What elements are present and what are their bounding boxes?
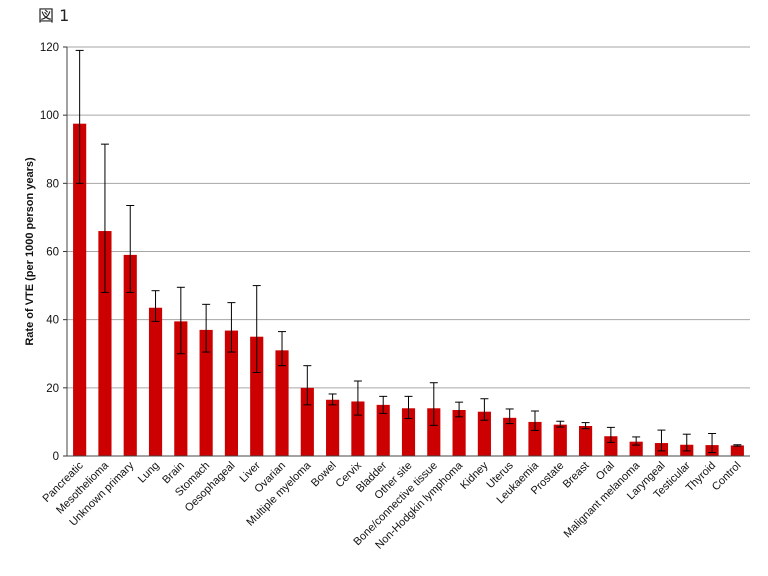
- bar: [224, 330, 239, 456]
- y-tick-label: 100: [40, 110, 59, 122]
- x-category-label: Control: [710, 460, 744, 494]
- y-axis-title: Rate of VTE (per 1000 person years): [24, 157, 36, 346]
- figure-label: 図 1: [38, 6, 70, 25]
- bar: [401, 408, 416, 456]
- y-tick-label: 60: [46, 247, 59, 259]
- bar: [578, 426, 593, 456]
- x-category-label: Kidney: [458, 459, 491, 492]
- y-tick-label: 80: [46, 178, 59, 190]
- bar: [326, 399, 340, 456]
- bar: [427, 408, 441, 456]
- x-category-label: Breast: [561, 460, 592, 491]
- x-category-label: Bowel: [309, 460, 339, 490]
- y-tick-label: 40: [46, 315, 59, 327]
- error-bars: [75, 49, 742, 454]
- bar: [275, 350, 289, 456]
- y-tick-label: 0: [53, 451, 59, 463]
- bar: [730, 445, 744, 456]
- bar: [174, 321, 188, 456]
- bar: [553, 424, 567, 456]
- bar: [123, 254, 137, 456]
- y-tick-labels: 0 20 40 60 80 100 120: [40, 42, 67, 463]
- bar: [452, 409, 466, 456]
- bar: [477, 411, 491, 456]
- bar: [73, 123, 87, 456]
- bars: [73, 123, 744, 456]
- bar: [503, 417, 517, 456]
- bar: [250, 336, 264, 456]
- bar: [98, 231, 112, 456]
- y-tick-label: 20: [46, 383, 59, 395]
- x-category-label: Lung: [136, 460, 162, 486]
- axes: [66, 47, 750, 457]
- gridlines: [67, 46, 750, 389]
- bar: [148, 307, 163, 456]
- bar: [604, 436, 618, 456]
- bar: [376, 404, 390, 456]
- y-tick-label: 120: [40, 42, 59, 54]
- bar: [199, 329, 213, 456]
